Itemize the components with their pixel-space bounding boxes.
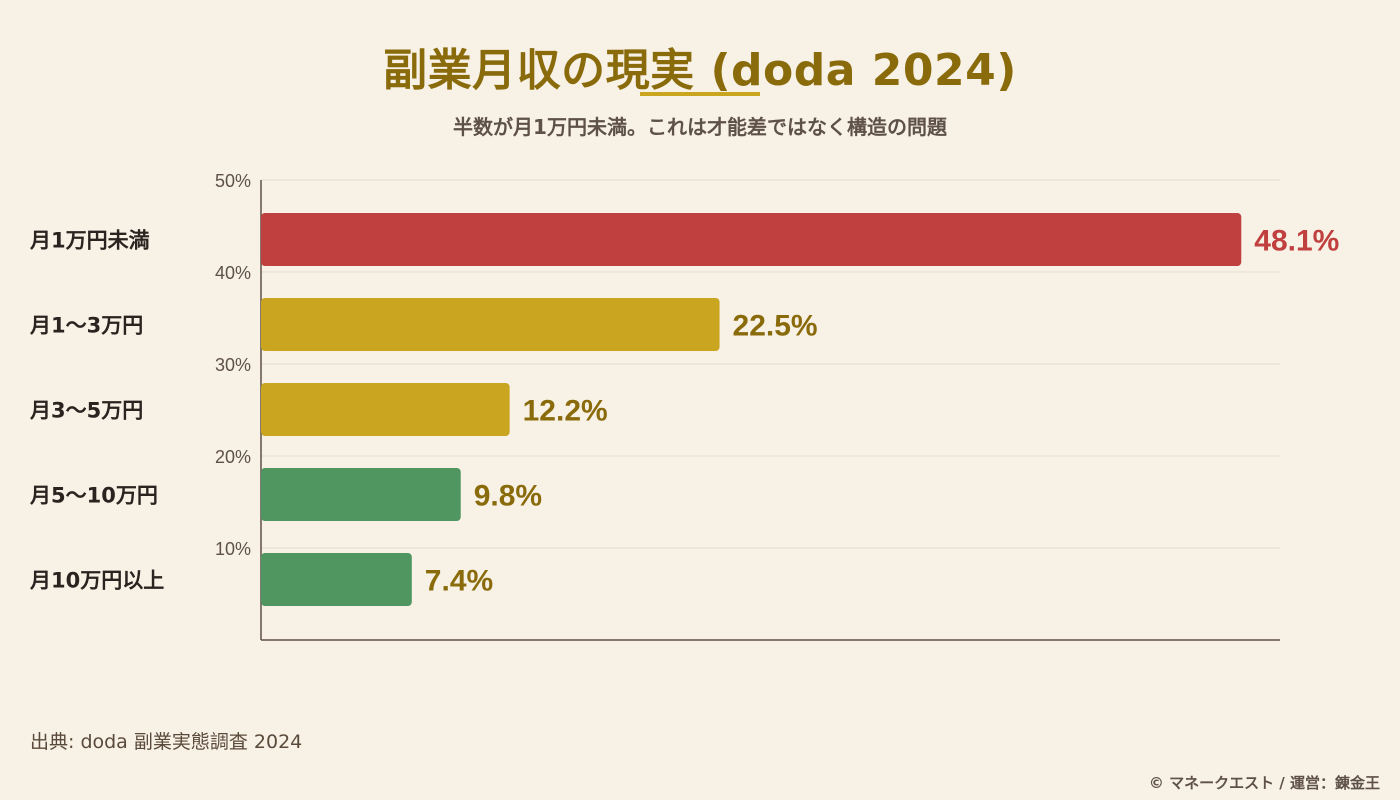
category-label: 月1万円未満 <box>29 229 150 253</box>
value-label: 7.4% <box>425 565 493 598</box>
bar <box>261 468 461 521</box>
tick-label: 20% <box>215 447 251 467</box>
category-label: 月10万円以上 <box>29 569 164 593</box>
value-label: 12.2% <box>523 395 608 428</box>
value-label: 9.8% <box>474 480 542 513</box>
tick-label: 40% <box>215 263 251 283</box>
category-label: 月1〜3万円 <box>29 314 143 338</box>
value-label: 22.5% <box>733 310 818 343</box>
tick-label: 30% <box>215 355 251 375</box>
category-label: 月3〜5万円 <box>29 399 143 423</box>
tick-label: 50% <box>215 171 251 191</box>
bar <box>261 383 510 436</box>
tick-label: 10% <box>215 539 251 559</box>
source-note: 出典: doda 副業実態調査 2024 <box>30 731 303 753</box>
credit-note: © マネークエスト / 運営：錬金王 <box>1148 774 1380 792</box>
value-label: 48.1% <box>1254 225 1339 258</box>
bar <box>261 298 720 351</box>
bar <box>261 553 412 606</box>
bar <box>261 213 1242 266</box>
title-underline <box>640 92 760 96</box>
chart-subtitle: 半数が月1万円未満。これは才能差ではなく構造の問題 <box>453 115 947 139</box>
category-label: 月5〜10万円 <box>29 484 158 508</box>
chart-title: 副業月収の現実 (doda 2024) <box>383 45 1017 96</box>
